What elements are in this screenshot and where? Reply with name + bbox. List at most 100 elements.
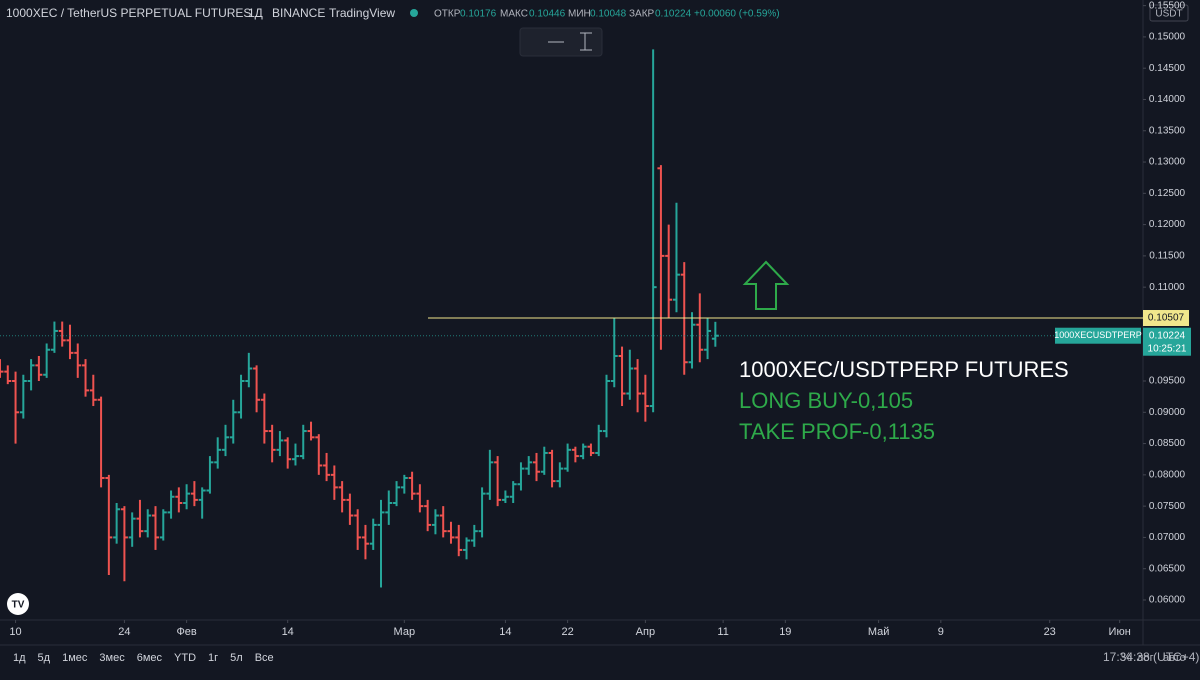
annotation: 1000XEC/USDTPERP FUTURES [739,357,1069,382]
y-tick-label: 0.12000 [1149,219,1186,230]
logo-bg [7,593,29,615]
ohlc-bar [416,484,424,513]
annotation: TAKE PROF-0,1135 [739,419,935,444]
ohlc-bar [704,318,712,360]
ohlc-bar [19,374,27,419]
x-tick-label: 14 [499,626,511,638]
y-tick-label: 0.11000 [1149,282,1185,293]
low-label: МИН [568,9,591,20]
ohlc-bar [602,374,610,438]
ohlc-bar [579,443,587,460]
currency-select[interactable] [1149,4,1189,22]
ohlc-bar [354,509,362,550]
range-button[interactable]: 1г [208,652,218,664]
tv-logo: TV [7,593,29,615]
ohlc-bar [548,449,556,488]
ohlc-bar [291,443,299,466]
ohlc-bar [43,343,51,378]
close-value: 0.10224 [655,9,692,20]
ohlc-bar [260,393,268,444]
ohlc-bar [400,474,408,494]
y-tick-label: 0.06000 [1149,595,1186,606]
ohlc-bar [253,365,261,413]
ohlc-bar [517,462,525,491]
range-button[interactable]: YTD [174,652,196,664]
ohlc-bar [626,349,634,400]
range-button[interactable]: 5л [230,652,243,664]
x-tick-label: 9 [938,626,944,638]
ohlc-bar [245,352,253,388]
ohlc-bar [424,499,432,532]
auto-toggle[interactable]: авто [1163,652,1186,664]
y-tick-label: 0.09500 [1149,376,1186,387]
ohlc-bar [113,503,121,544]
y-tick-label: 0.14500 [1149,63,1186,74]
low-value: 0.10048 [590,9,627,20]
ohlc-bar [540,446,548,475]
percent-toggle[interactable]: % [1121,650,1132,664]
y-tick-label: 0.07500 [1149,501,1186,512]
ohlc-bar [175,487,183,513]
ohlc-bar [229,399,237,444]
last-price-bg [1143,327,1191,356]
x-tick-label: Фев [176,626,196,638]
ohlc-bar [315,434,323,475]
clock: 17:34:38 (UTC+4) [1103,650,1199,664]
y-tick-label: 0.08000 [1149,469,1186,480]
ohlc-bar [525,456,533,475]
x-tick-label: Июн [1109,626,1131,638]
ohlc-bar [66,324,74,360]
ohlc-bar [144,509,152,538]
hline-label: 0.10507 [1148,313,1185,324]
ohlc-bar [455,524,463,557]
ohlc-bar [672,202,680,313]
y-tick-label: 0.13000 [1149,157,1186,168]
ohlc-bar [35,355,43,382]
ohlc-bar [330,465,338,500]
exchange: BINANCE [272,6,325,20]
range-button[interactable]: 1мес [62,652,88,664]
ohlc-bar [385,490,393,525]
ohlc-bar [152,506,160,550]
range-button[interactable]: 3мес [99,652,125,664]
ohlc-bar [587,443,595,457]
y-tick-label: 0.09000 [1149,407,1186,418]
range-button[interactable]: 5д [38,652,51,664]
y-tick-label: 0.14000 [1149,94,1186,105]
ohlc-bar [27,359,35,391]
annotation: LONG BUY-0,105 [739,388,913,413]
ohlc-bar [50,321,58,353]
ohlc-bar [369,518,377,550]
x-tick-label: 11 [717,626,728,638]
log-toggle[interactable]: лог [1137,652,1154,664]
ohlc-bar [136,499,144,538]
ohlc-bar [556,462,564,488]
ohlc-bar [284,437,292,469]
ohlc-bar [338,481,346,513]
logo-text: TV [12,600,25,611]
high-value: 0.10446 [529,9,566,20]
ohlc-bar [198,487,206,519]
ohlc-bar [408,471,416,500]
x-tick-label: 24 [118,626,130,638]
ohlc-bar [74,343,82,378]
currency[interactable]: USDT [1155,9,1182,20]
ohlc-bar [665,224,673,319]
ohlc-bar [595,424,603,457]
interval: 1Д [248,6,263,20]
x-tick-label: Мар [394,626,416,638]
ohlc-bar [120,506,128,582]
ohlc-bar [634,359,642,413]
x-tick-label: Май [868,626,890,638]
range-button[interactable]: 6мес [137,652,163,664]
hline-label-bg [1143,310,1189,327]
drawing-toolbar[interactable] [519,27,603,57]
last-price: 0.10224 [1149,330,1186,341]
ohlc-bar [105,474,113,575]
range-button[interactable]: Все [255,652,274,664]
y-tick-label: 0.11500 [1149,251,1185,262]
y-tick-label: 0.08500 [1149,438,1186,449]
range-button[interactable]: 1д [13,652,26,664]
change: +0.00060 (+0.59%) [694,9,780,20]
